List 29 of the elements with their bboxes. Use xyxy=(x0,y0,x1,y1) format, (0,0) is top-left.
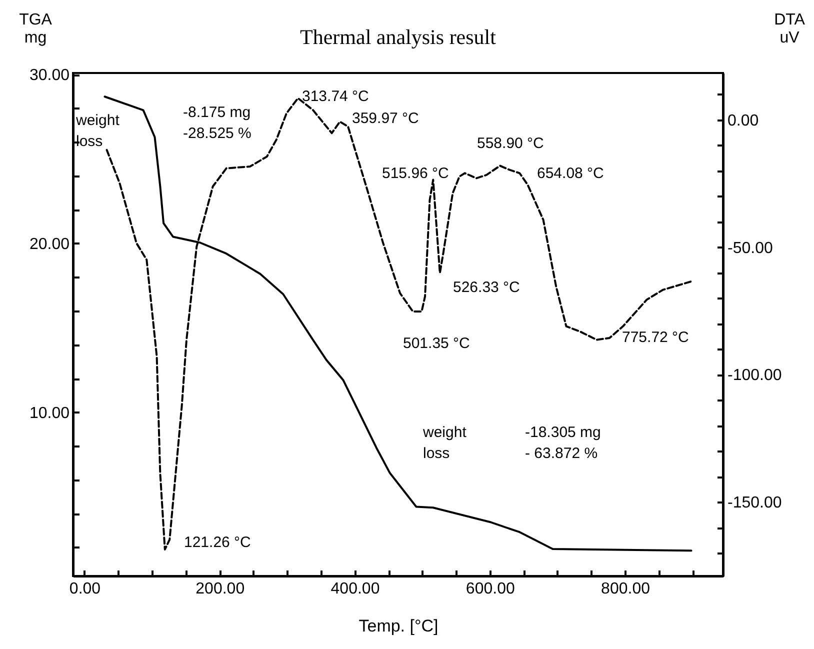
y2-axis-title: DTA uV xyxy=(774,12,806,46)
annotation: 121.26 °C xyxy=(184,534,252,551)
x-tick-label: 400.00 xyxy=(330,580,380,598)
y-tick-label: 10.00 xyxy=(29,404,70,422)
annotation: 526.33 °C xyxy=(453,279,520,296)
annotation: -8.175 mg -28.525 % xyxy=(183,104,252,142)
annotation: weight loss xyxy=(422,424,468,462)
x-tick-label: 800.00 xyxy=(601,580,650,598)
chart-title: Thermal analysis result xyxy=(300,25,496,49)
y2-tick-label: -100.00 xyxy=(728,367,782,384)
annotation: weight loss xyxy=(75,112,120,150)
y2-tick-label: -150.00 xyxy=(728,494,782,512)
y2-tick-label: 0.00 xyxy=(728,112,759,130)
y-tick-label: 30.00 xyxy=(29,67,70,84)
annotation: 558.90 °C xyxy=(477,135,544,152)
y-axis-title: TGA mg xyxy=(19,12,52,46)
annotation: 359.97 °C xyxy=(352,110,420,127)
annotation: 515.96 °C xyxy=(382,165,450,182)
x-tick-label: 0.00 xyxy=(69,580,101,598)
x-axis-title: Temp. [°C] xyxy=(358,616,438,636)
x-tick-label: 200.00 xyxy=(196,580,245,598)
annotation: 654.08 °C xyxy=(537,165,604,182)
x-tick-label: 600.00 xyxy=(466,580,515,598)
annotation: 501.35 °C xyxy=(403,335,470,352)
annotation: 775.72 °C xyxy=(622,329,690,346)
y-tick-label: 20.00 xyxy=(29,236,70,253)
annotation: -18.305 mg - 63.872 % xyxy=(525,424,601,462)
annotation: 313.74 °C xyxy=(302,88,370,105)
y2-tick-label: -50.00 xyxy=(728,240,773,257)
